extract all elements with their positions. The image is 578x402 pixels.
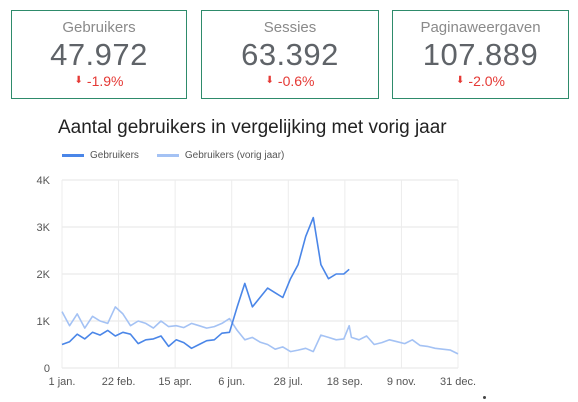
kpi-value: 63.392 [241, 37, 339, 72]
kpi-delta: ⬇ -0.6% [266, 73, 315, 89]
y-tick-label: 2K [37, 269, 51, 281]
y-tick-label: 3K [37, 222, 51, 234]
y-tick-label: 1K [37, 316, 51, 328]
x-tick-label: 9 nov. [387, 376, 416, 388]
kpi-card-users[interactable]: Gebruikers 47.972 ⬇ -1.9% [11, 10, 187, 99]
legend-label-previous: Gebruikers (vorig jaar) [184, 150, 285, 161]
x-tick-label: 22 feb. [102, 376, 136, 388]
kpi-delta: ⬇ -2.0% [456, 73, 505, 89]
x-tick-label: 28 jul. [274, 376, 303, 388]
legend-item-current[interactable]: Gebruikers [62, 150, 139, 161]
kpi-card-pageviews[interactable]: Paginaweergaven 107.889 ⬇ -2.0% [392, 10, 569, 99]
arrow-down-icon: ⬇ [456, 75, 465, 86]
arrow-down-icon: ⬇ [265, 75, 274, 86]
series-line-previous [61, 306, 459, 355]
legend-label-current: Gebruikers [90, 150, 139, 161]
legend-swatch-previous [156, 154, 179, 157]
x-tick-label: 31 dec. [440, 376, 476, 388]
kpi-label: Paginaweergaven [420, 19, 541, 36]
kpi-delta: ⬇ -1.9% [75, 73, 124, 89]
legend-swatch-current [62, 154, 84, 157]
kpi-label: Sessies [263, 19, 317, 36]
x-tick-label: 18 sep. [327, 376, 363, 388]
kpi-card-sessions[interactable]: Sessies 63.392 ⬇ -0.6% [201, 10, 379, 99]
x-tick-label: 15 apr. [158, 376, 192, 388]
series-line-current [61, 216, 350, 350]
decorative-dot [483, 396, 486, 399]
x-tick-label: 6 jun. [218, 376, 245, 388]
kpi-delta-text: -1.9% [86, 73, 124, 89]
arrow-down-icon: ⬇ [74, 75, 83, 86]
kpi-delta-text: -0.6% [277, 73, 315, 89]
y-tick-label: 0 [44, 363, 50, 375]
chart-legend: Gebruikers Gebruikers (vorig jaar) [62, 150, 284, 161]
y-tick-label: 4K [37, 175, 51, 187]
kpi-value: 47.972 [50, 37, 148, 72]
legend-item-previous[interactable]: Gebruikers (vorig jaar) [156, 150, 285, 161]
chart-title: Aantal gebruikers in vergelijking met vo… [58, 117, 447, 138]
x-tick-label: 1 jan. [49, 376, 76, 388]
kpi-label: Gebruikers [62, 19, 136, 36]
kpi-value: 107.889 [422, 37, 539, 72]
kpi-delta-text: -2.0% [468, 73, 505, 89]
